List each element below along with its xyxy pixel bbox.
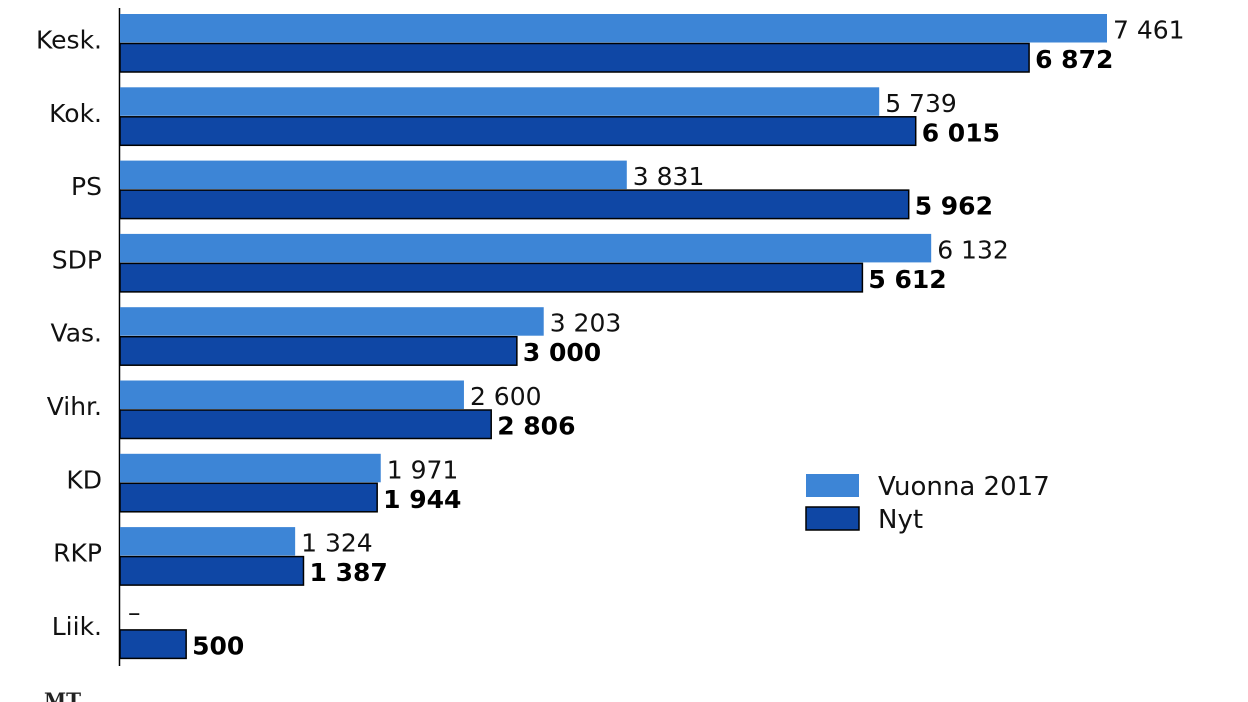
bar-2017: [120, 527, 296, 556]
legend-swatch-now: [805, 506, 860, 531]
category-label: RKP: [53, 539, 102, 568]
value-label-now: 5 612: [868, 265, 946, 294]
value-label-2017: 3 831: [633, 162, 705, 191]
category-labels: Kesk. Kok. PS SDP Vas. Vihr. KD RKP Liik.: [36, 26, 102, 641]
category-label: SDP: [52, 245, 102, 274]
value-label-2017: 6 132: [937, 235, 1009, 264]
value-label-now: 6 015: [922, 118, 1000, 147]
bar-2017: [120, 14, 1107, 43]
category-label: KD: [66, 465, 102, 494]
value-label-now: 6 872: [1035, 45, 1113, 74]
bar-2017: [120, 307, 544, 336]
category-label: Kesk.: [36, 26, 102, 55]
value-label-now: 500: [192, 631, 244, 660]
bar-2017: [120, 453, 381, 483]
bar-now: [119, 116, 917, 147]
category-label: PS: [71, 172, 102, 201]
publisher-logo: MT: [44, 688, 82, 702]
legend-swatch-2017: [806, 474, 859, 497]
category-label: Liik.: [52, 612, 102, 641]
value-label-2017: 5 739: [885, 89, 957, 118]
bar-now: [119, 482, 378, 513]
value-label-2017: –: [128, 598, 141, 627]
bar-2017: [120, 87, 880, 116]
value-label-now: 1 944: [383, 485, 461, 514]
category-label: Vihr.: [47, 392, 102, 421]
bars: [119, 14, 1107, 660]
bar-now: [119, 262, 864, 293]
value-label-now: 1 387: [309, 558, 387, 587]
bar-2017: [120, 160, 627, 190]
value-label-now: 3 000: [523, 338, 601, 367]
category-label: Vas.: [51, 319, 102, 348]
value-label-2017: 1 324: [301, 529, 373, 558]
bar-2017: [120, 380, 464, 409]
bar-now: [119, 42, 1030, 73]
value-label-now: 2 806: [497, 412, 575, 441]
bar-now: [119, 335, 518, 366]
value-label-now: 5 962: [915, 192, 993, 221]
category-label: Kok.: [49, 99, 102, 128]
bar-2017: [120, 233, 932, 263]
value-label-2017: 7 461: [1113, 16, 1185, 45]
legend-label-now: Nyt: [878, 505, 923, 535]
bar-now: [119, 629, 187, 660]
bar-now: [119, 189, 910, 220]
source-footer: MT: [44, 688, 1244, 702]
value-label-2017: 2 600: [470, 382, 542, 411]
value-label-2017: 3 203: [550, 309, 622, 338]
value-label-2017: 1 971: [387, 455, 459, 484]
legend-label-2017: Vuonna 2017: [878, 472, 1050, 502]
bar-now: [119, 555, 305, 586]
bar-now: [119, 409, 492, 440]
